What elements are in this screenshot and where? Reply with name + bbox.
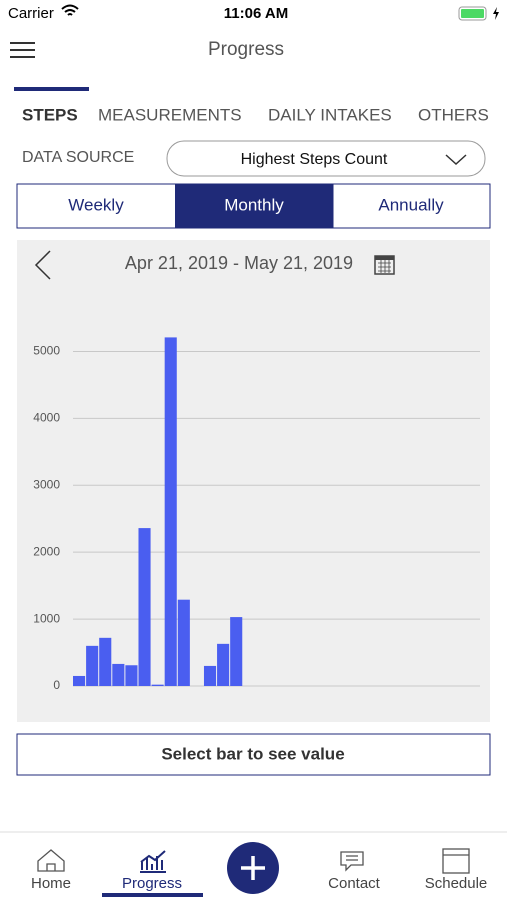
home-icon	[37, 849, 65, 872]
progress-icon	[140, 850, 166, 873]
charging-icon	[493, 7, 499, 20]
y-tick-label: 2000	[33, 544, 60, 558]
bar[interactable]	[177, 599, 190, 686]
bar[interactable]	[164, 337, 177, 686]
bar[interactable]	[73, 675, 86, 686]
period[interactable]: Monthly	[224, 195, 284, 214]
bar[interactable]	[230, 617, 243, 686]
bar[interactable]	[138, 528, 151, 686]
bar[interactable]	[217, 643, 230, 686]
calendar-top	[375, 256, 394, 260]
nav-label[interactable]: Progress	[122, 875, 182, 892]
y-tick-label: 5000	[33, 344, 60, 358]
y-tick-label: 3000	[33, 477, 60, 491]
period[interactable]: Annually	[378, 195, 444, 214]
add-icon	[241, 856, 265, 880]
tab-indicator	[14, 87, 89, 91]
contact-icon	[340, 851, 364, 872]
battery-level	[461, 9, 484, 18]
tab[interactable]: DAILY INTAKES	[268, 105, 392, 124]
bar[interactable]	[125, 665, 138, 686]
nav-label[interactable]: Contact	[328, 875, 381, 892]
data-source-label: DATA SOURCE	[22, 149, 134, 166]
battery	[458, 6, 487, 21]
hint: Select bar to see value	[161, 744, 344, 763]
tab[interactable]: MEASUREMENTS	[98, 105, 242, 124]
period[interactable]: Weekly	[68, 195, 124, 214]
bar[interactable]	[86, 645, 99, 686]
nav-label[interactable]: Home	[31, 875, 71, 892]
calendar-button[interactable]	[374, 255, 395, 275]
tab[interactable]: OTHERS	[418, 105, 489, 124]
plot: 0 1000 2000 3000 4000 5000	[33, 337, 480, 692]
previous-button[interactable]	[34, 250, 51, 280]
calendar-grid	[378, 260, 391, 273]
bar[interactable]	[99, 637, 112, 686]
y-tick-label: 1000	[33, 611, 60, 625]
menu-button[interactable]	[10, 42, 35, 58]
menu-line	[10, 56, 35, 58]
menu-line	[10, 49, 35, 51]
bar[interactable]	[112, 663, 125, 686]
schedule-icon	[442, 848, 470, 874]
data-source-value: Highest Steps Count	[241, 151, 388, 168]
y-tick-label: 0	[53, 678, 60, 692]
time: 11:06 AM	[224, 5, 288, 22]
bar[interactable]	[203, 665, 217, 686]
period-active	[175, 184, 333, 228]
date-range: Apr 21, 2019 - May 21, 2019	[125, 253, 353, 273]
y-tick-label: 4000	[33, 411, 60, 425]
carrier: Carrier	[8, 5, 54, 22]
header-title: Progress	[208, 39, 284, 60]
hint-box	[16, 733, 491, 776]
wifi-icon	[61, 4, 79, 16]
nav-indicator	[102, 893, 203, 897]
nav-label[interactable]: Schedule	[425, 875, 488, 892]
chart-panel	[17, 240, 490, 722]
menu-line	[10, 42, 35, 44]
bar[interactable]	[151, 684, 164, 686]
tab[interactable]: STEPS	[22, 105, 78, 124]
data-source-select[interactable]	[166, 140, 486, 177]
dropdown-chevron	[445, 154, 467, 166]
